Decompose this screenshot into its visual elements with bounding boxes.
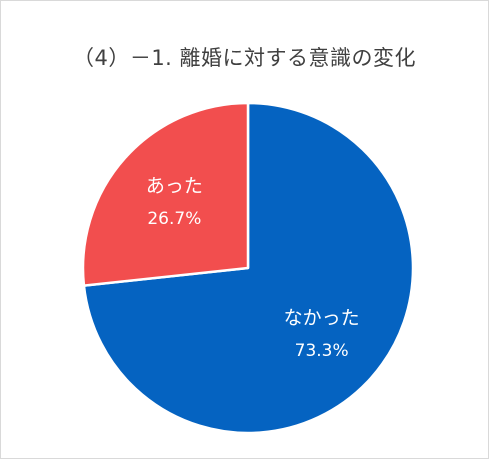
pie-slice-2 [81,101,250,287]
slice-label-1: なかった [284,307,360,329]
slice-label-2: あった [146,175,203,197]
chart-title: （4）－1. 離婚に対する意識の変化 [72,46,417,70]
slice-value-label-2: 26.7% [147,209,201,229]
slice-value-label-1: 73.3% [295,341,349,361]
pie-slices [81,101,415,435]
pie-labels: なかった 73.3% あった 26.7% [146,175,360,361]
